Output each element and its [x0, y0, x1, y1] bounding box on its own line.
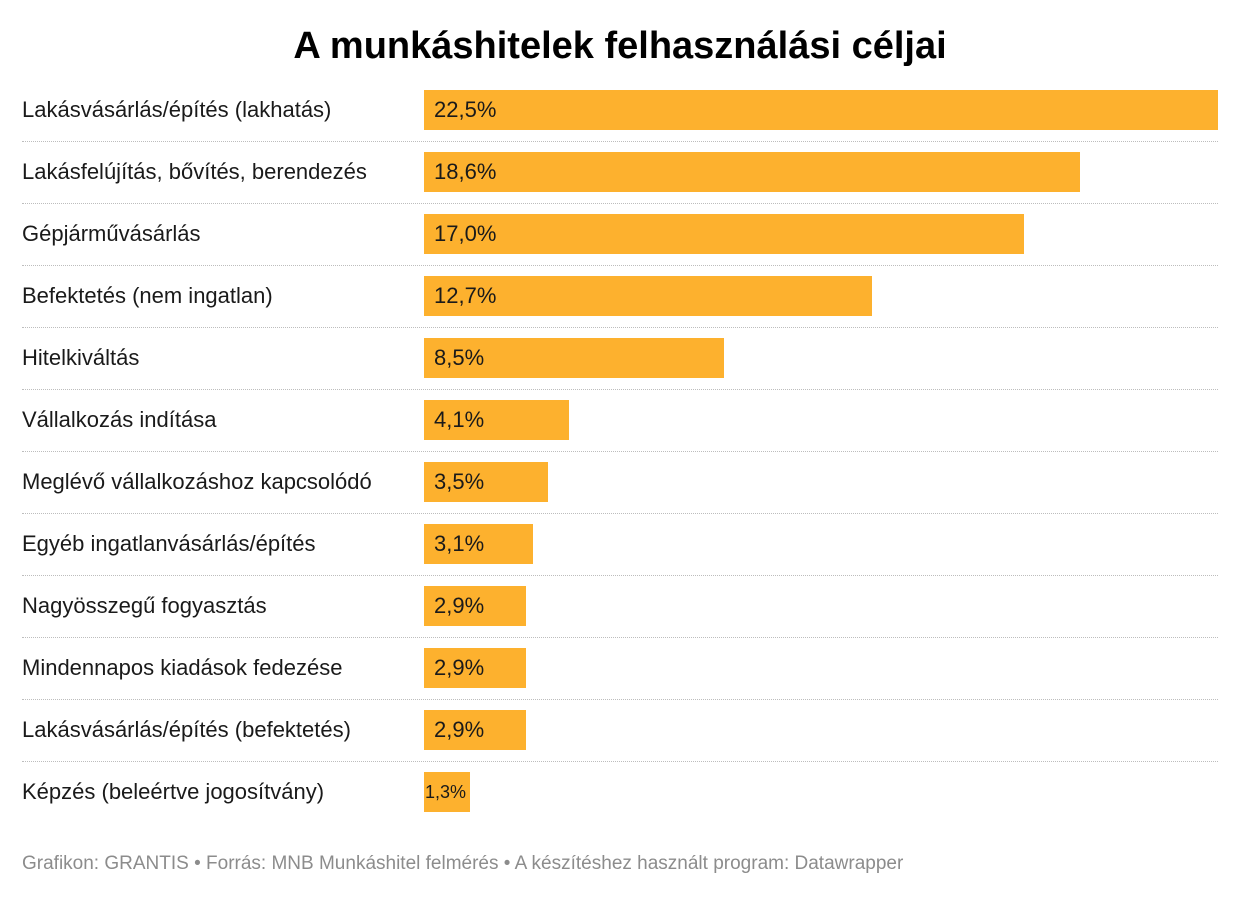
bar: [424, 772, 470, 812]
value-label: 2,9%: [434, 593, 485, 618]
bar: [424, 214, 1024, 254]
row-separator: [22, 203, 1218, 204]
row-separator: [22, 575, 1218, 576]
row-separator: [22, 637, 1218, 638]
value-label: 12,7%: [434, 283, 497, 308]
chart-title: A munkáshitelek felhasználási céljai: [293, 25, 947, 67]
bar: [424, 710, 526, 750]
bar: [424, 648, 526, 688]
value-label: 2,9%: [434, 655, 485, 680]
bar: [424, 276, 872, 316]
row-separator: [22, 761, 1218, 762]
row-separator: [22, 389, 1218, 390]
value-label: 3,5%: [434, 469, 485, 494]
category-label: Meglévő vállalkozáshoz kapcsolódó: [22, 469, 372, 494]
category-label: Lakásvásárlás/építés (lakhatás): [22, 97, 332, 122]
bar: [424, 400, 569, 440]
value-label: 17,0%: [434, 221, 497, 246]
row-separator: [22, 451, 1218, 452]
bar: [424, 524, 533, 564]
category-label: Képzés (beleértve jogosítvány): [22, 779, 325, 804]
bar: [424, 338, 724, 378]
bar: [424, 586, 526, 626]
value-label: 2,9%: [434, 717, 485, 742]
category-label: Hitelkiváltás: [22, 345, 140, 370]
value-label: 4,1%: [434, 407, 485, 432]
category-label: Mindennapos kiadások fedezése: [22, 655, 343, 680]
row-separator: [22, 513, 1218, 514]
row-separator: [22, 699, 1218, 700]
category-label: Gépjárművásárlás: [22, 221, 201, 246]
bar: [424, 90, 1218, 130]
category-label: Vállalkozás indítása: [22, 407, 217, 432]
row-separator: [22, 327, 1218, 328]
category-label: Lakásfelújítás, bővítés, berendezés: [22, 159, 367, 184]
value-label: 1,3%: [425, 782, 467, 802]
value-label: 8,5%: [434, 345, 485, 370]
category-label: Befektetés (nem ingatlan): [22, 283, 273, 308]
category-label: Lakásvásárlás/építés (befektetés): [22, 717, 351, 742]
category-label: Nagyösszegű fogyasztás: [22, 593, 267, 618]
value-label: 18,6%: [434, 159, 497, 184]
row-separator: [22, 141, 1218, 142]
bar: [424, 462, 548, 502]
row-separator: [22, 265, 1218, 266]
value-label: 22,5%: [434, 97, 497, 122]
bar: [424, 152, 1080, 192]
chart-footer: Grafikon: GRANTIS • Forrás: MNB Munkáshi…: [22, 853, 904, 874]
category-label: Egyéb ingatlanvásárlás/építés: [22, 531, 316, 556]
value-label: 3,1%: [434, 531, 485, 556]
